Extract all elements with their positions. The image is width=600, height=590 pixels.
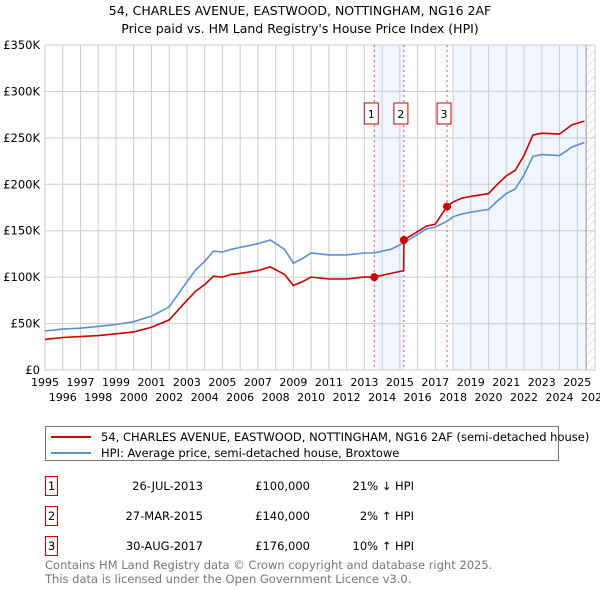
- x-tick-label: 2001: [137, 376, 165, 389]
- transaction-number: 2: [45, 506, 58, 526]
- transaction-price: £176,000: [255, 539, 310, 553]
- legend: 54, CHARLES AVENUE, EASTWOOD, NOTTINGHAM…: [45, 426, 589, 461]
- x-tick-label: 2002: [155, 391, 183, 404]
- x-tick-label: 2021: [492, 376, 520, 389]
- price-chart: 1995 1996 1997 1998 1999 2000 2001 2002 2003 2004…: [3, 38, 600, 404]
- transaction-hpi-diff: 2% ↑ HPI: [359, 509, 414, 523]
- ownership-shading: [453, 45, 587, 370]
- transaction-date: 27-MAR-2015: [125, 509, 203, 523]
- transaction-point: [399, 236, 408, 244]
- transaction-row: 2 27-MAR-2015 £140,000 2% ↑ HPI: [45, 506, 445, 526]
- x-tick-label: 2017: [421, 376, 449, 389]
- x-tick-label: 1995: [31, 376, 59, 389]
- transaction-label-box: [393, 102, 409, 125]
- transaction-date: 30-AUG-2017: [125, 539, 203, 553]
- x-tick-label: 2023: [528, 376, 556, 389]
- transaction-label: 3: [441, 108, 448, 121]
- y-tick-label: £200K: [3, 177, 40, 191]
- x-tick-label: 2000: [120, 391, 148, 404]
- property-price-line: [44, 120, 585, 341]
- x-tick-label: 2006: [226, 391, 254, 404]
- transaction-point: [370, 273, 379, 282]
- transaction-label-box: [363, 102, 379, 125]
- transaction-label: 2: [397, 108, 404, 121]
- x-tick-label: 2012: [333, 391, 361, 404]
- legend-item-property: 54, CHARLES AVENUE, EASTWOOD, NOTTINGHAM…: [51, 430, 589, 444]
- legend-label-property: 54, CHARLES AVENUE, EASTWOOD, NOTTINGHAM…: [101, 430, 590, 444]
- transaction-hpi-diff: 10% ↑ HPI: [352, 539, 414, 553]
- transaction-number: 3: [45, 536, 58, 556]
- legend-swatch-property: [51, 436, 91, 438]
- x-tick-label: 1998: [84, 391, 112, 404]
- chart-title: 54, CHARLES AVENUE, EASTWOOD, NOTTINGHAM…: [108, 3, 492, 18]
- x-tick-label: 2018: [439, 391, 467, 404]
- transaction-row: 1 26-JUL-2013 £100,000 21% ↓ HPI: [45, 476, 445, 496]
- x-tick-label: 1997: [66, 376, 94, 389]
- x-tick-label: 2024: [546, 391, 574, 404]
- transaction-label-box: [436, 102, 452, 125]
- x-tick-label: 2007: [244, 376, 272, 389]
- transaction-date: 26-JUL-2013: [132, 479, 203, 493]
- x-tick-label: 2015: [386, 376, 414, 389]
- legend-label-hpi: HPI: Average price, semi-detached house,…: [101, 446, 400, 460]
- x-tick-label: 2010: [297, 391, 325, 404]
- x-tick-label: 2025: [563, 376, 591, 389]
- footer-licence: This data is licensed under the Open Gov…: [45, 572, 412, 586]
- forecast-hatch: [586, 45, 595, 370]
- y-tick-label: £150K: [3, 224, 40, 238]
- legend-item-hpi: HPI: Average price, semi-detached house,…: [51, 446, 399, 460]
- transaction-price: £100,000: [255, 479, 310, 493]
- transaction-point: [443, 202, 452, 211]
- transaction-number: 1: [45, 476, 58, 496]
- legend-swatch-hpi: [51, 452, 91, 454]
- x-tick-label: 1996: [49, 391, 77, 404]
- chart-subtitle: Price paid vs. HM Land Registry's House …: [121, 21, 479, 36]
- x-tick-label: 2011: [315, 376, 343, 389]
- x-tick-label: 2020: [475, 391, 503, 404]
- y-tick-label: £0: [25, 363, 40, 377]
- y-tick-label: £300K: [3, 84, 40, 98]
- transaction-hpi-diff: 21% ↓ HPI: [352, 479, 414, 493]
- x-tick-label: 1999: [102, 376, 130, 389]
- transaction-row: 3 30-AUG-2017 £176,000 10% ↑ HPI: [45, 536, 445, 556]
- x-tick-label: 2004: [191, 391, 219, 404]
- footer-copyright: Contains HM Land Registry data © Crown c…: [45, 558, 493, 572]
- ownership-shading: [374, 45, 404, 370]
- transaction-price: £140,000: [255, 509, 310, 523]
- x-tick-label: 2014: [368, 391, 396, 404]
- y-tick-label: £350K: [3, 38, 40, 52]
- x-tick-label: 2005: [208, 376, 236, 389]
- hpi-line: [44, 141, 585, 332]
- footer-attribution: Contains HM Land Registry data © Crown c…: [45, 558, 492, 586]
- x-tick-label: 2008: [262, 391, 290, 404]
- x-tick-label: 2013: [350, 376, 378, 389]
- x-tick-label: 2026: [581, 391, 600, 404]
- x-tick-label: 2016: [404, 391, 432, 404]
- x-tick-label: 2022: [510, 391, 538, 404]
- transaction-label: 1: [368, 108, 375, 121]
- x-tick-label: 2003: [173, 376, 201, 389]
- y-tick-label: £50K: [11, 317, 41, 331]
- y-tick-label: £250K: [3, 131, 40, 145]
- y-tick-label: £100K: [3, 270, 40, 284]
- x-tick-label: 2019: [457, 376, 485, 389]
- x-tick-label: 2009: [279, 376, 307, 389]
